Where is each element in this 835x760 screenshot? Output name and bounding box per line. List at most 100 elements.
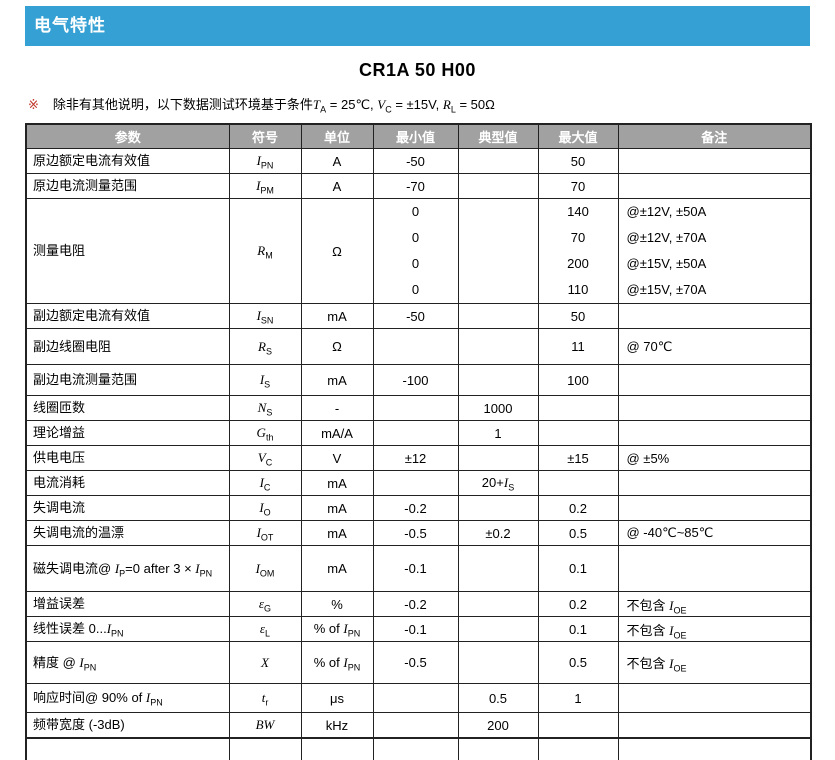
typ-cell [457, 148, 539, 174]
column-header-min: 最小值 [372, 123, 459, 149]
param-cell: 测量电阻 [25, 198, 230, 304]
electrical-characteristics-table: 参数 符号 单位 最小值 典型值 最大值 备注 原边额定电流有效值 IPN A -50 50 原边电流… [25, 123, 812, 760]
symbol-cell: tr [228, 683, 302, 713]
remark-cell [617, 420, 812, 446]
max-cell: 100 [537, 364, 619, 396]
table-row: 供电电压 VC V ±12 ±15 @ ±5% [25, 445, 812, 471]
symbol-cell: IO [228, 495, 302, 521]
typ-cell [457, 591, 539, 617]
remark-cell: @±12V, ±50A @±12V, ±70A @±15V, ±50A @±15V, … [617, 198, 812, 304]
max-line: 70 [570, 230, 586, 245]
table-row: 失调电流 IO mA -0.2 0.2 [25, 495, 812, 521]
max-line: 110 [567, 282, 589, 297]
max-cell: 140 70 200 110 [537, 198, 619, 304]
typ-cell: 1 [457, 420, 539, 446]
typ-cell [457, 173, 539, 199]
symbol-cell: εG [228, 591, 302, 617]
remark-cell: @ ±5% [617, 445, 812, 471]
min-cell [372, 395, 459, 421]
table-row: 原边额定电流有效值 IPN A -50 50 [25, 148, 812, 174]
min-cell: -50 [372, 303, 459, 329]
table-row: 副边电流测量范围 IS mA -100 100 [25, 364, 812, 396]
symbol-cell: ISN [228, 303, 302, 329]
remark-cell [617, 712, 812, 739]
typ-cell [457, 545, 539, 592]
min-cell: -0.5 [372, 641, 459, 684]
min-cell: -70 [372, 173, 459, 199]
min-cell: -0.1 [372, 545, 459, 592]
table-row: 线圈匝数 NS - 1000 [25, 395, 812, 421]
unit-cell: mA [300, 495, 374, 521]
test-conditions-note: ※ 除非有其他说明，以下数据测试环境基于条件TA = 25℃, VC = ±15V… [28, 94, 810, 114]
min-line: 0 [411, 256, 420, 271]
column-header-typ: 典型值 [457, 123, 539, 149]
typ-line [459, 277, 537, 303]
remark-cell [617, 683, 812, 713]
param-cell: 失调电流的温漂 [25, 520, 230, 546]
unit-cell: mA [300, 520, 374, 546]
table-row: 精度 @ IPN X% of IPN -0.5 0.5 不包含 IOE [25, 641, 812, 684]
table-row: 磁失调电流@ IP=0 after 3 × IPN IOM mA -0.1 0.1 [25, 545, 812, 592]
unit-cell: mA [300, 364, 374, 396]
table-row: 线性误差 0...IPN εL% of IPN -0.1 0.1 不包含 IOE [25, 616, 812, 642]
max-cell [537, 420, 619, 446]
param-cell: 电流消耗 [25, 470, 230, 496]
unit-cell: % of IPN [300, 616, 374, 642]
param-cell: 原边额定电流有效值 [25, 148, 230, 174]
remark-cell [617, 495, 812, 521]
max-cell: 1 [537, 683, 619, 713]
table-row: 电流消耗 IC mA 20+IS [25, 470, 812, 496]
min-cell [372, 683, 459, 713]
remark-cell [617, 364, 812, 396]
max-cell: 0.1 [537, 545, 619, 592]
stub-cell [372, 737, 459, 760]
typ-cell: 20+IS [457, 470, 539, 496]
unit-cell: Ω [300, 198, 374, 304]
unit-cell: mA [300, 545, 374, 592]
param-cell: 磁失调电流@ IP=0 after 3 × IPN [25, 545, 230, 592]
symbol-cell: RS [228, 328, 302, 365]
min-line: 0 [411, 204, 420, 219]
stub-cell [457, 737, 539, 760]
remark-cell: @ 70℃ [617, 328, 812, 365]
remark-cell [617, 173, 812, 199]
table-row: 响应时间@ 90% of IPN tr μs 0.5 1 [25, 683, 812, 713]
param-cell: 频带宽度 (-3dB) [25, 712, 230, 739]
param-cell: 理论增益 [25, 420, 230, 446]
min-cell [372, 712, 459, 739]
table-row: 测量电阻 RM Ω 0 0 0 0 140 70 200 110 @±12V, ±50A @±12V, … [25, 198, 812, 304]
param-cell: 精度 @ IPN [25, 641, 230, 684]
max-cell: 70 [537, 173, 619, 199]
table-row: 副边线圈电阻 RS Ω 11 @ 70℃ [25, 328, 812, 365]
unit-cell: mA/A [300, 420, 374, 446]
symbol-cell: Gth [228, 420, 302, 446]
param-cell: 副边额定电流有效值 [25, 303, 230, 329]
remark-cell: @ -40℃~85℃ [617, 520, 812, 546]
max-cell: 50 [537, 303, 619, 329]
typ-cell: 0.5 [457, 683, 539, 713]
typ-line [459, 225, 537, 251]
typ-cell [457, 328, 539, 365]
symbol-cell: IS [228, 364, 302, 396]
max-cell: 50 [537, 148, 619, 174]
table-header-row: 参数 符号 单位 最小值 典型值 最大值 备注 [25, 123, 812, 149]
min-cell [372, 470, 459, 496]
param-cell: 副边线圈电阻 [25, 328, 230, 365]
min-cell [372, 420, 459, 446]
table-row: 失调电流的温漂 IOT mA -0.5 ±0.2 0.5 @ -40℃~85℃ [25, 520, 812, 546]
min-cell: 0 0 0 0 [372, 198, 459, 304]
unit-cell: % of IPN [300, 641, 374, 684]
min-cell: ±12 [372, 445, 459, 471]
remark-cell [617, 545, 812, 592]
unit-cell: Ω [300, 328, 374, 365]
param-cell: 线圈匝数 [25, 395, 230, 421]
typ-cell [457, 445, 539, 471]
symbol-cell: εL [228, 616, 302, 642]
min-cell: -0.2 [372, 591, 459, 617]
typ-cell [457, 495, 539, 521]
max-cell [537, 395, 619, 421]
symbol-cell: IOT [228, 520, 302, 546]
section-title: 电气特性 [34, 16, 106, 35]
typ-cell: ±0.2 [457, 520, 539, 546]
